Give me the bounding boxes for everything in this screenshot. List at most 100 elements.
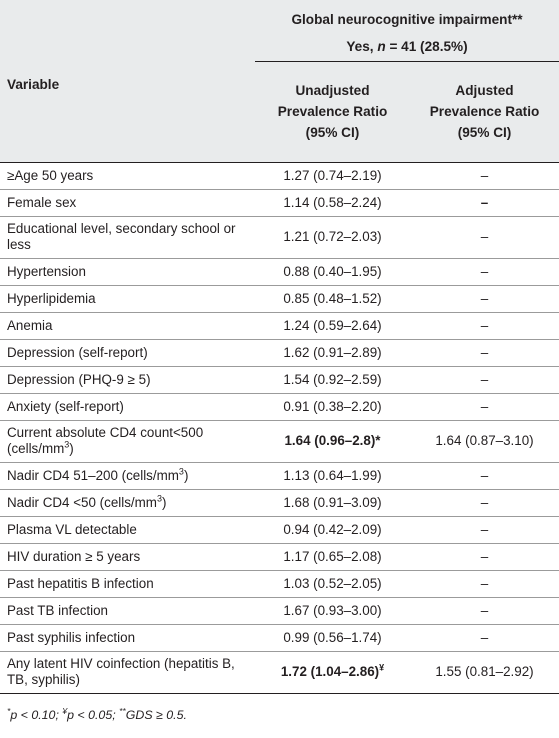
unadjusted-value: 1.64 (0.96–2.8): [284, 433, 376, 448]
cell-unadjusted-pr: 1.27 (0.74–2.19): [255, 162, 410, 190]
cell-unadjusted-pr: 1.21 (0.72–2.03): [255, 216, 410, 259]
table-row: Depression (PHQ-9 ≥ 5) 1.54 (0.92–2.59) –: [0, 366, 559, 394]
table-body: ≥Age 50 years 1.27 (0.74–2.19) – Female sex…: [0, 162, 559, 694]
significance-mark: ¥: [379, 662, 385, 673]
variable-text: Past hepatitis B infection: [7, 575, 154, 591]
column-header-adjusted-line3: (95% CI): [457, 125, 512, 141]
variable-text-suffix: ): [69, 441, 74, 456]
column-header-adjusted-line1: Adjusted: [455, 83, 514, 99]
unadjusted-value: 0.85 (0.48–1.52): [283, 290, 382, 306]
cell-unadjusted-pr: 1.17 (0.65–2.08): [255, 543, 410, 571]
cell-adjusted-pr: –: [410, 597, 559, 625]
cell-variable: Current absolute CD4 count<500 (cells/mm…: [0, 420, 255, 463]
table-row: Hypertension 0.88 (0.40–1.95) –: [0, 258, 559, 286]
cell-variable: HIV duration ≥ 5 years: [0, 543, 255, 571]
cell-variable: Female sex: [0, 189, 255, 217]
cell-adjusted-pr: –: [410, 543, 559, 571]
cell-variable: Educational level, secondary school or l…: [0, 216, 255, 259]
table-row: Female sex 1.14 (0.58–2.24) –: [0, 189, 559, 217]
cell-unadjusted-pr: 1.54 (0.92–2.59): [255, 366, 410, 394]
cell-adjusted-pr: –: [410, 258, 559, 286]
table-row: Anemia 1.24 (0.59–2.64) –: [0, 312, 559, 340]
unadjusted-value: 1.14 (0.58–2.24): [283, 194, 382, 210]
unadjusted-value: 1.24 (0.59–2.64): [283, 317, 382, 333]
cell-unadjusted-pr: 1.24 (0.59–2.64): [255, 312, 410, 340]
group-subtitle-rest: = 41 (28.5%): [389, 39, 468, 54]
table-row: Depression (self-report) 1.62 (0.91–2.89)…: [0, 339, 559, 367]
column-header-adjusted: Adjusted Prevalence Ratio (95% CI): [410, 61, 559, 163]
variable-text: Anxiety (self-report): [7, 398, 124, 414]
cell-unadjusted-pr: 0.99 (0.56–1.74): [255, 624, 410, 652]
table-row: Current absolute CD4 count<500 (cells/mm…: [0, 420, 559, 463]
group-subtitle-n: n: [377, 39, 386, 54]
cell-adjusted-pr: –: [410, 189, 559, 217]
unadjusted-value: 0.99 (0.56–1.74): [283, 629, 382, 645]
cell-variable: Hyperlipidemia: [0, 285, 255, 313]
cell-unadjusted-pr: 1.13 (0.64–1.99): [255, 462, 410, 490]
cell-adjusted-pr: –: [410, 162, 559, 190]
cell-unadjusted-pr: 1.68 (0.91–3.09): [255, 489, 410, 517]
cell-variable: Past TB infection: [0, 597, 255, 625]
cell-adjusted-pr: 1.64 (0.87–3.10): [410, 420, 559, 463]
variable-text: Past syphilis infection: [7, 629, 136, 645]
variable-text: Nadir CD4 <50 (cells/mm: [7, 494, 157, 510]
variable-text: Past TB infection: [7, 602, 108, 618]
unadjusted-value: 1.54 (0.92–2.59): [283, 371, 382, 387]
header-empty-cell: [0, 38, 255, 62]
variable-text: Nadir CD4 51–200 (cells/mm: [7, 467, 179, 483]
column-header-adjusted-line2: Prevalence Ratio: [429, 104, 540, 120]
cell-adjusted-pr: –: [410, 339, 559, 367]
table-row: Plasma VL detectable 0.94 (0.42–2.09) –: [0, 516, 559, 544]
variable-text: Female sex: [7, 194, 77, 210]
variable-text: Any latent HIV coinfection (hepatitis B,…: [7, 656, 235, 687]
variable-text: Plasma VL detectable: [7, 521, 137, 537]
cell-unadjusted-pr: 0.94 (0.42–2.09): [255, 516, 410, 544]
table-footnote: *p < 0.10; ¥p < 0.05; **GDS ≥ 0.5.: [7, 705, 187, 722]
column-header-unadjusted-line2: Prevalence Ratio: [277, 104, 388, 120]
unadjusted-value: 1.68 (0.91–3.09): [283, 494, 382, 510]
cell-variable: Past syphilis infection: [0, 624, 255, 652]
variable-text-suffix: ): [161, 494, 167, 510]
cell-adjusted-pr: –: [410, 570, 559, 598]
table-row: Any latent HIV coinfection (hepatitis B,…: [0, 651, 559, 694]
cell-adjusted-pr: –: [410, 489, 559, 517]
group-subtitle-prefix: Yes,: [346, 39, 374, 54]
variable-superscript: 3: [64, 439, 70, 450]
cell-adjusted-pr: –: [410, 624, 559, 652]
cell-unadjusted-pr: 1.72 (1.04–2.86)¥: [255, 651, 410, 694]
cell-unadjusted-pr: 1.03 (0.52–2.05): [255, 570, 410, 598]
cell-variable: Depression (PHQ-9 ≥ 5): [0, 366, 255, 394]
unadjusted-value: 0.91 (0.38–2.20): [283, 398, 382, 414]
group-subtitle: Yes, n = 41 (28.5%): [255, 38, 559, 62]
results-table: Global neurocognitive impairment** Yes, …: [0, 0, 559, 694]
footnote-mark-2: ¥: [62, 705, 68, 716]
cell-variable: Any latent HIV coinfection (hepatitis B,…: [0, 651, 255, 694]
cell-unadjusted-pr: 1.14 (0.58–2.24): [255, 189, 410, 217]
table-row: Past syphilis infection 0.99 (0.56–1.74) –: [0, 624, 559, 652]
variable-text: Hyperlipidemia: [7, 290, 96, 306]
cell-unadjusted-pr: 0.91 (0.38–2.20): [255, 393, 410, 421]
table-row: ≥Age 50 years 1.27 (0.74–2.19) –: [0, 162, 559, 190]
column-header-unadjusted-line3: (95% CI): [305, 125, 360, 141]
variable-text: HIV duration ≥ 5 years: [7, 548, 141, 564]
unadjusted-value: 1.72 (1.04–2.86): [280, 664, 380, 679]
cell-adjusted-pr: 1.55 (0.81–2.92): [410, 651, 559, 694]
variable-text: Depression (self-report): [7, 344, 148, 360]
cell-unadjusted-pr: 0.88 (0.40–1.95): [255, 258, 410, 286]
cell-unadjusted-pr: 1.64 (0.96–2.8)*: [255, 420, 410, 463]
column-header-unadjusted-line1: Unadjusted: [295, 83, 370, 99]
cell-adjusted-pr: –: [410, 216, 559, 259]
variable-superscript: 3: [178, 466, 184, 477]
cell-variable: Anxiety (self-report): [0, 393, 255, 421]
footnote-text-1: p < 0.10;: [10, 708, 59, 722]
variable-text: Depression (PHQ-9 ≥ 5): [7, 371, 151, 387]
variable-text-suffix: ): [183, 467, 189, 483]
cell-variable: Plasma VL detectable: [0, 516, 255, 544]
table-row: Nadir CD4 <50 (cells/mm3) 1.68 (0.91–3.09…: [0, 489, 559, 517]
cell-variable: Nadir CD4 <50 (cells/mm3): [0, 489, 255, 517]
table-row: HIV duration ≥ 5 years 1.17 (0.65–2.08) –: [0, 543, 559, 571]
cell-adjusted-pr: –: [410, 312, 559, 340]
cell-variable: Hypertension: [0, 258, 255, 286]
cell-adjusted-pr: –: [410, 516, 559, 544]
